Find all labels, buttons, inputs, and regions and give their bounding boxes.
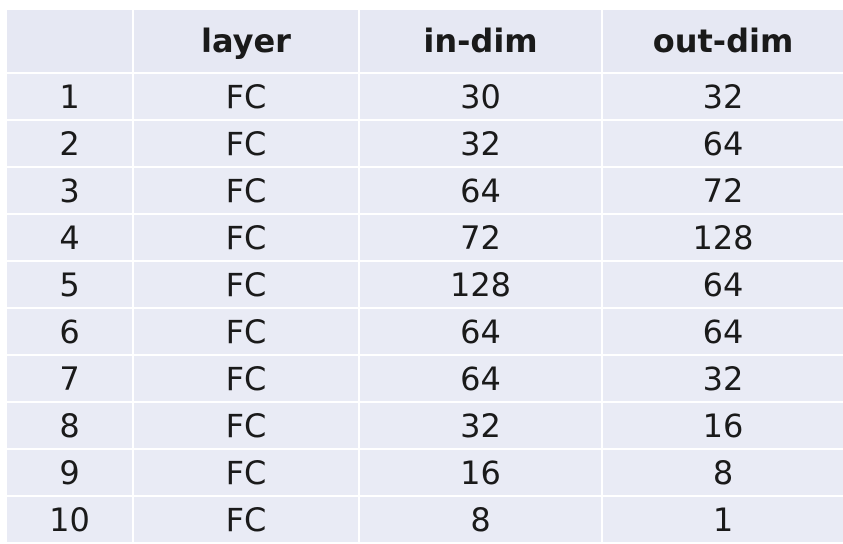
cell-out-dim: 64 xyxy=(602,308,843,355)
cell-in-dim: 16 xyxy=(359,449,602,496)
cell-index: 1 xyxy=(6,73,133,120)
cell-index: 10 xyxy=(6,496,133,543)
table-row: 3 FC 64 72 xyxy=(6,167,843,214)
cell-in-dim: 64 xyxy=(359,355,602,402)
cell-index: 6 xyxy=(6,308,133,355)
layer-table: layer in-dim out-dim 1 FC 30 32 2 FC 32 … xyxy=(5,8,843,544)
layer-table-container: layer in-dim out-dim 1 FC 30 32 2 FC 32 … xyxy=(5,8,843,542)
cell-layer: FC xyxy=(133,120,359,167)
table-row: 8 FC 32 16 xyxy=(6,402,843,449)
table-row: 10 FC 8 1 xyxy=(6,496,843,543)
table-row: 6 FC 64 64 xyxy=(6,308,843,355)
cell-out-dim: 64 xyxy=(602,261,843,308)
cell-layer: FC xyxy=(133,402,359,449)
cell-out-dim: 128 xyxy=(602,214,843,261)
cell-in-dim: 64 xyxy=(359,308,602,355)
cell-in-dim: 128 xyxy=(359,261,602,308)
cell-out-dim: 8 xyxy=(602,449,843,496)
cell-in-dim: 8 xyxy=(359,496,602,543)
cell-index: 4 xyxy=(6,214,133,261)
cell-layer: FC xyxy=(133,496,359,543)
cell-index: 5 xyxy=(6,261,133,308)
cell-layer: FC xyxy=(133,167,359,214)
cell-out-dim: 1 xyxy=(602,496,843,543)
table-row: 5 FC 128 64 xyxy=(6,261,843,308)
cell-in-dim: 64 xyxy=(359,167,602,214)
cell-out-dim: 16 xyxy=(602,402,843,449)
cell-index: 8 xyxy=(6,402,133,449)
table-row: 2 FC 32 64 xyxy=(6,120,843,167)
cell-index: 2 xyxy=(6,120,133,167)
header-index xyxy=(6,9,133,73)
cell-index: 7 xyxy=(6,355,133,402)
cell-index: 9 xyxy=(6,449,133,496)
cell-layer: FC xyxy=(133,73,359,120)
cell-out-dim: 32 xyxy=(602,73,843,120)
header-layer: layer xyxy=(133,9,359,73)
cell-in-dim: 32 xyxy=(359,120,602,167)
table-row: 1 FC 30 32 xyxy=(6,73,843,120)
cell-out-dim: 64 xyxy=(602,120,843,167)
cell-in-dim: 72 xyxy=(359,214,602,261)
table-row: 4 FC 72 128 xyxy=(6,214,843,261)
cell-layer: FC xyxy=(133,261,359,308)
cell-in-dim: 30 xyxy=(359,73,602,120)
cell-layer: FC xyxy=(133,355,359,402)
cell-out-dim: 72 xyxy=(602,167,843,214)
cell-layer: FC xyxy=(133,214,359,261)
table-header-row: layer in-dim out-dim xyxy=(6,9,843,73)
cell-index: 3 xyxy=(6,167,133,214)
cell-layer: FC xyxy=(133,449,359,496)
cell-in-dim: 32 xyxy=(359,402,602,449)
header-out-dim: out-dim xyxy=(602,9,843,73)
cell-out-dim: 32 xyxy=(602,355,843,402)
table-row: 9 FC 16 8 xyxy=(6,449,843,496)
cell-layer: FC xyxy=(133,308,359,355)
table-row: 7 FC 64 32 xyxy=(6,355,843,402)
header-in-dim: in-dim xyxy=(359,9,602,73)
